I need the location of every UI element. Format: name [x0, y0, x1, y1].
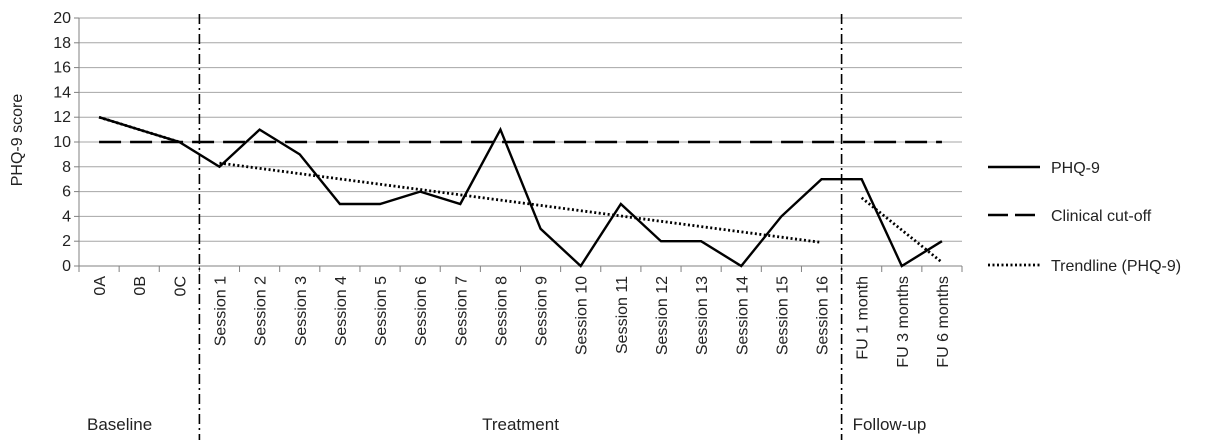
y-tick-label: 18 — [53, 35, 71, 52]
phase-separators — [198, 14, 843, 440]
series-phq-9 — [98, 116, 943, 268]
phase-labels: Baseline Treatment Follow-up — [87, 415, 926, 434]
y-tick-label: 10 — [53, 134, 71, 151]
phase-label: Baseline — [87, 415, 152, 434]
x-tick-label: 0C — [172, 276, 189, 296]
y-tick-label: 6 — [62, 184, 71, 201]
x-tick-label: Session 4 — [333, 276, 350, 346]
data-series — [98, 115, 943, 268]
y-tick-label: 0 — [62, 258, 71, 275]
x-tick-label: Session 11 — [614, 276, 631, 354]
x-tick-label: Session 5 — [373, 276, 390, 346]
x-tick-label: FU 1 month — [855, 276, 872, 360]
trend-segment — [860, 196, 943, 264]
x-tick-label: Session 13 — [694, 276, 711, 355]
y-tick-label: 14 — [53, 84, 71, 101]
x-tick-label: FU 6 months — [935, 276, 952, 368]
x-tick-label: Session 16 — [815, 276, 832, 355]
series-trendline-phq-9 — [98, 115, 943, 264]
legend-entry: Clinical cut-off — [1051, 208, 1152, 225]
x-tick-label: Session 12 — [654, 276, 671, 355]
y-tick-label: 20 — [53, 10, 71, 27]
gridlines — [79, 17, 962, 242]
x-tick-label: 0B — [132, 276, 149, 296]
y-tick-label: 2 — [62, 233, 71, 250]
axes — [74, 17, 963, 272]
legend-entry: PHQ-9 — [1051, 160, 1100, 177]
legend: PHQ-9 Clinical cut-off Trendline (PHQ-9) — [988, 160, 1181, 275]
x-tick-label: Session 7 — [453, 276, 470, 346]
x-tick-label: FU 3 months — [895, 276, 912, 368]
trend-segment — [219, 161, 822, 244]
x-tick-label: Session 2 — [253, 276, 270, 346]
x-tick-labels: 0A 0B 0C Session 1 Session 2 Session 3 Session… — [92, 276, 952, 368]
y-tick-label: 8 — [62, 159, 71, 176]
x-tick-label: Session 1 — [212, 276, 229, 346]
phase-label: Follow-up — [853, 415, 927, 434]
x-tick-label: Session 9 — [534, 276, 551, 346]
y-axis-label: PHQ-9 score — [9, 94, 26, 187]
legend-entry: Trendline (PHQ-9) — [1051, 258, 1181, 275]
trend-segment — [98, 115, 180, 144]
y-tick-label: 16 — [53, 60, 71, 77]
x-tick-label: Session 14 — [734, 276, 751, 355]
x-tick-label: 0A — [92, 276, 109, 296]
y-tick-label: 4 — [62, 208, 71, 225]
x-tick-label: Session 8 — [493, 276, 510, 346]
y-tick-label: 12 — [53, 109, 71, 126]
y-tick-labels: 0 2 4 6 8 10 12 14 16 18 20 — [53, 10, 71, 275]
x-tick-label: Session 3 — [293, 276, 310, 346]
phase-label: Treatment — [482, 415, 559, 434]
series-line — [98, 116, 943, 268]
x-tick-label: Session 10 — [574, 276, 591, 355]
x-tick-label: Session 6 — [413, 276, 430, 346]
x-tick-label: Session 15 — [774, 276, 791, 355]
